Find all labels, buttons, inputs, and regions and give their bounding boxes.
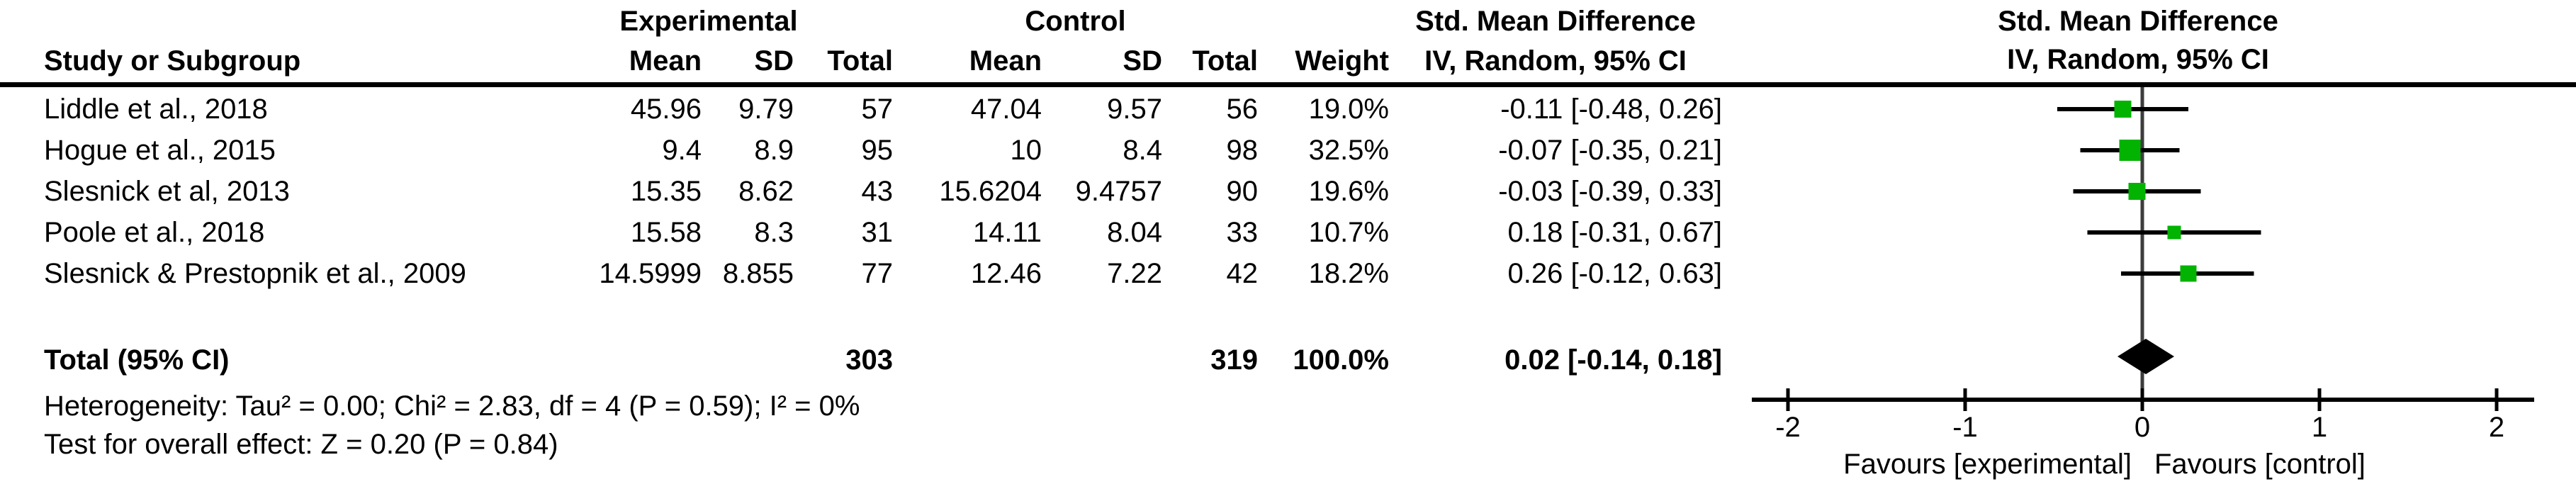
weight: 19.0% [1308, 94, 1389, 125]
ctrl-sd: 9.57 [1107, 94, 1162, 125]
overall-effect-note: Test for overall effect: Z = 0.20 (P = 0… [44, 429, 558, 460]
study-name: Poole et al., 2018 [44, 217, 265, 248]
table-row: Hogue et al., 2015 9.4 8.9 95 10 8.4 98 32.5% -0… [0, 130, 1722, 171]
ctrl-mean: 10 [1010, 135, 1042, 166]
study-name: Liddle et al., 2018 [44, 94, 268, 125]
column-header-row: Study or Subgroup Mean SD Total Mean SD … [0, 41, 1722, 81]
ci-text: -0.07 [-0.35, 0.21] [1498, 135, 1722, 166]
ctrl-total: 90 [1226, 176, 1259, 207]
table-row: Poole et al., 2018 15.58 8.3 31 14.11 8.04 33 1… [0, 212, 1722, 253]
ctrl-total: 56 [1226, 94, 1259, 125]
ctrl-sd: 8.4 [1123, 135, 1162, 166]
exp-sd-header: SD [754, 45, 794, 77]
effect-square [2180, 265, 2197, 282]
exp-sd: 8.855 [722, 258, 794, 289]
study-name: Slesnick et al, 2013 [44, 176, 290, 207]
heterogeneity-note: Heterogeneity: Tau² = 0.00; Chi² = 2.83,… [44, 390, 860, 422]
total-weight: 100.0% [1293, 344, 1389, 376]
weight: 10.7% [1308, 217, 1389, 248]
exp-total: 31 [861, 217, 894, 248]
exp-sd: 8.9 [754, 135, 794, 166]
ctrl-mean: 15.6204 [939, 176, 1042, 207]
ctrl-sd-header: SD [1123, 45, 1162, 77]
total-label: Total (95% CI) [44, 344, 230, 376]
study-column-header: Study or Subgroup [44, 45, 301, 77]
table-row: Slesnick et al, 2013 15.35 8.62 43 15.6204 9.… [0, 171, 1722, 212]
exp-total: 43 [861, 176, 894, 207]
ctrl-mean: 12.46 [970, 258, 1042, 289]
exp-total: 57 [861, 94, 894, 125]
exp-mean-header: Mean [629, 45, 702, 77]
weight: 32.5% [1308, 135, 1389, 166]
exp-mean: 15.35 [630, 176, 702, 207]
exp-total: 77 [861, 258, 894, 289]
weight: 19.6% [1308, 176, 1389, 207]
table-row: Liddle et al., 2018 45.96 9.79 57 47.04 9.57 5… [0, 89, 1722, 130]
ci-column-header: IV, Random, 95% CI [1424, 45, 1687, 77]
ctrl-mean: 47.04 [970, 94, 1042, 125]
ctrl-sd: 8.04 [1107, 217, 1162, 248]
axis-tick-label: 2 [2489, 412, 2504, 443]
experimental-group-header: Experimental [619, 6, 798, 37]
ctrl-mean-header: Mean [969, 45, 1042, 77]
favours-right-label: Favours [control] [2154, 449, 2366, 480]
ctrl-sd: 9.4757 [1075, 176, 1162, 207]
control-group-header: Control [1025, 6, 1126, 37]
effect-square [2167, 225, 2181, 240]
study-name: Hogue et al., 2015 [44, 135, 276, 166]
ci-text: 0.26 [-0.12, 0.63] [1507, 258, 1722, 289]
ctrl-total-header: Total [1192, 45, 1258, 77]
plot-smd-header: Std. Mean Difference [1998, 6, 2278, 37]
total-ci: 0.02 [-0.14, 0.18] [1504, 344, 1722, 376]
header-divider-line [0, 82, 2576, 87]
plot-ci-header: IV, Random, 95% CI [2007, 44, 2269, 75]
total-ctrl-total: 319 [1210, 344, 1258, 376]
ci-text: -0.03 [-0.39, 0.33] [1498, 176, 1722, 207]
study-name: Slesnick & Prestopnik et al., 2009 [44, 258, 466, 289]
exp-total-header: Total [827, 45, 893, 77]
ctrl-total: 42 [1226, 258, 1259, 289]
exp-sd: 8.3 [754, 217, 794, 248]
exp-sd: 9.79 [738, 94, 794, 125]
group-header-row: Experimental Control Std. Mean Differenc… [0, 3, 1722, 40]
favours-left-label: Favours [experimental] [1843, 449, 2132, 480]
exp-sd: 8.62 [738, 176, 794, 207]
effect-square [2114, 101, 2132, 118]
weight-header: Weight [1295, 45, 1389, 77]
ctrl-total: 98 [1226, 135, 1259, 166]
axis-tick-label: 0 [2135, 412, 2150, 443]
exp-mean: 14.5999 [599, 258, 702, 289]
exp-mean: 45.96 [630, 94, 702, 125]
table-row: Slesnick & Prestopnik et al., 2009 14.599… [0, 253, 1722, 294]
ctrl-total: 33 [1226, 217, 1259, 248]
effect-square [2128, 183, 2146, 200]
weight: 18.2% [1308, 258, 1389, 289]
ci-text: 0.18 [-0.31, 0.67] [1507, 217, 1722, 248]
exp-total: 95 [861, 135, 894, 166]
axis-tick-label: 1 [2312, 412, 2327, 443]
axis-tick-label: -2 [1775, 412, 1801, 443]
effect-square [2119, 140, 2141, 161]
smd-column-header: Std. Mean Difference [1415, 6, 1696, 37]
ctrl-mean: 14.11 [972, 217, 1042, 248]
axis-tick-label: -1 [1952, 412, 1978, 443]
total-row: Total (95% CI) 303 319 100.0% 0.02 [-0.1… [0, 339, 1722, 381]
exp-mean: 9.4 [662, 135, 702, 166]
ci-text: -0.11 [-0.48, 0.26] [1500, 94, 1722, 125]
study-rows: Liddle et al., 2018 45.96 9.79 57 47.04 9.57 5… [0, 89, 1722, 294]
ctrl-sd: 7.22 [1107, 258, 1162, 289]
total-diamond [2117, 339, 2174, 374]
total-exp-total: 303 [845, 344, 893, 376]
exp-mean: 15.58 [630, 217, 702, 248]
